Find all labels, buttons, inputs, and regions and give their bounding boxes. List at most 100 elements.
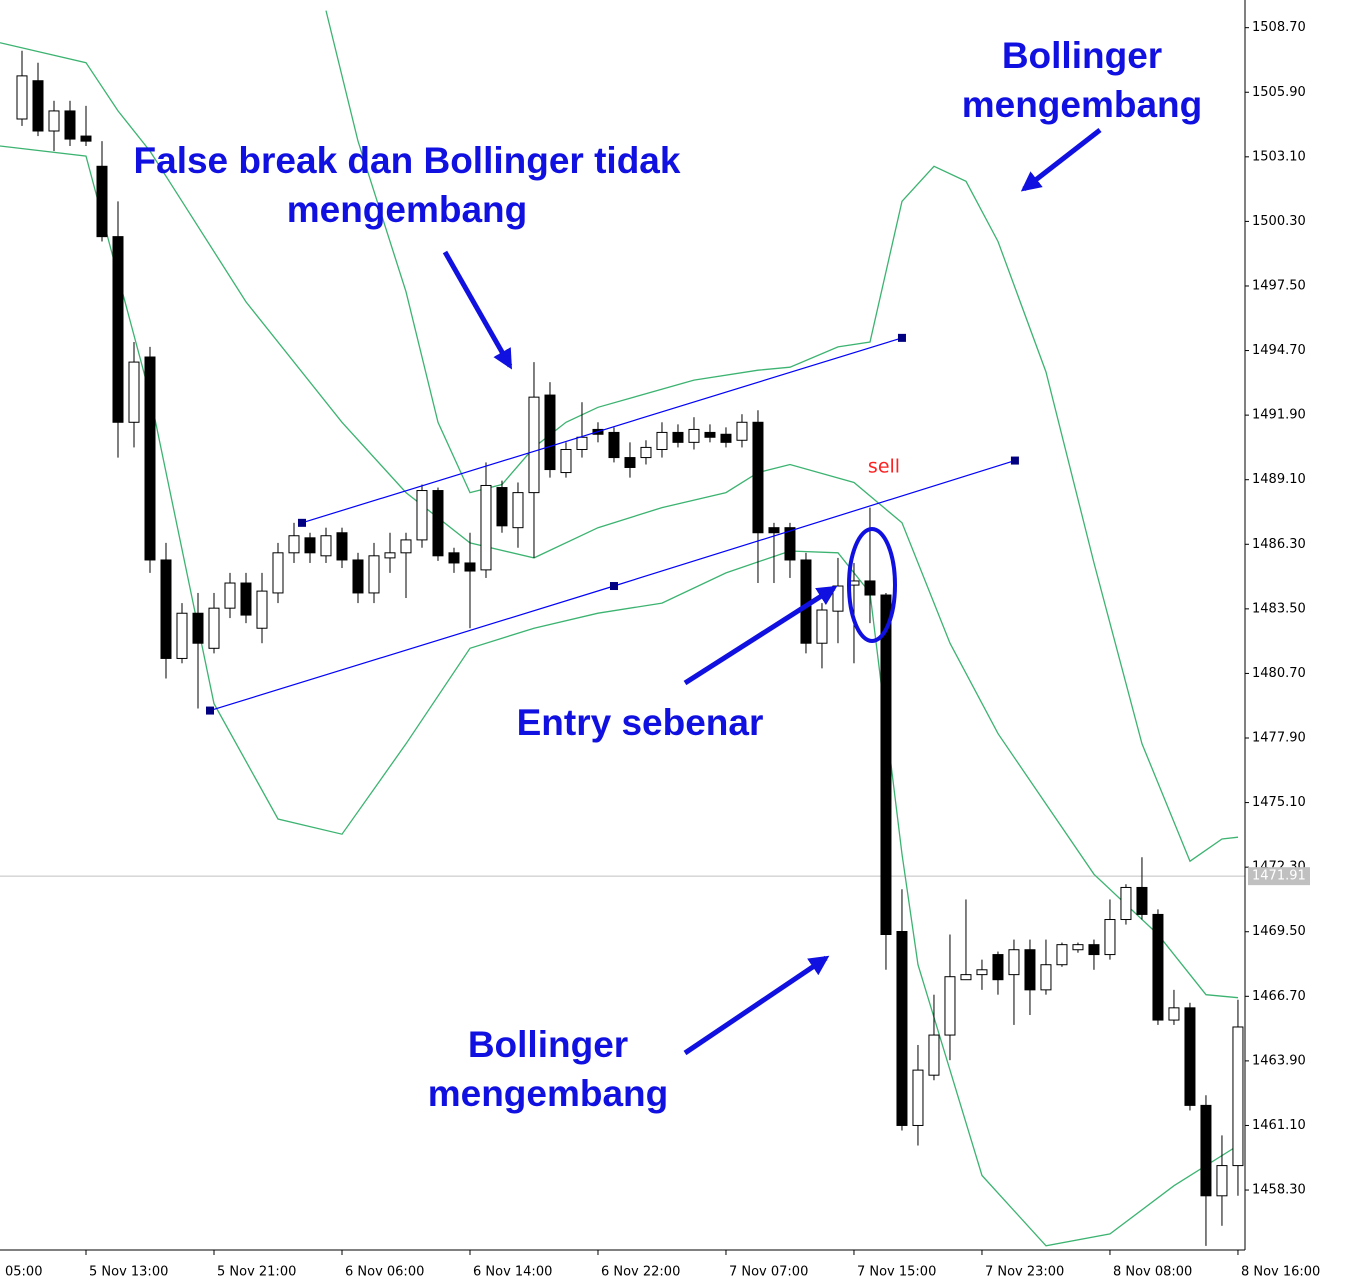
candle-body [128,361,140,423]
bollinger-band [0,42,1239,999]
candle-body [112,236,124,423]
candle-body [288,535,300,554]
candle-body [160,559,172,659]
y-tick-label: 1491.90 [1252,408,1306,423]
candle-body [432,490,444,557]
annotation: mengembang [428,1073,669,1114]
candle-body [240,582,252,616]
candle-body [720,433,732,443]
x-tick-label: 6 Nov 14:00 [473,1265,552,1280]
candle-body [688,428,700,443]
candle-body [384,552,396,559]
candle-body [880,594,892,936]
candle-body [1232,1026,1244,1167]
candle-body [1136,886,1148,915]
candle-body [48,110,60,132]
x-tick-label: 7 Nov 23:00 [985,1265,1064,1280]
candle-body [1088,944,1100,956]
candle-body [64,110,76,140]
trendline-anchor [897,333,906,342]
x-tick-label: 8 Nov 16:00 [1241,1265,1320,1280]
y-tick-label: 1463.90 [1252,1053,1306,1068]
x-tick-label: 8 Nov 08:00 [1113,1265,1192,1280]
y-tick-label: 1483.50 [1252,601,1306,616]
candle-body [304,537,316,554]
candle-body [528,396,540,494]
candle-body [464,562,476,572]
signal-label: sell [868,456,900,478]
candle-body [912,1069,924,1126]
y-tick-label: 1461.10 [1252,1118,1306,1133]
arrow [683,585,838,686]
candle-body [1024,949,1036,991]
candle-body [272,552,284,594]
candle-body [752,421,764,534]
y-tick-label: 1480.70 [1252,666,1306,681]
candle-body [1120,886,1132,921]
candle-body [416,490,428,541]
candle-body [864,580,876,596]
x-tick-label: 6 Nov 06:00 [345,1265,424,1280]
candle-body [672,431,684,443]
annotation: Entry sebenar [517,702,764,743]
x-tick-label: 7 Nov 15:00 [857,1265,936,1280]
candle-body [1216,1165,1228,1197]
x-tick-label: 6 Nov 22:00 [601,1265,680,1280]
annotation: Bollinger [1002,35,1162,76]
candle-body [1200,1104,1212,1197]
arrow [683,955,830,1056]
y-tick-label: 1497.50 [1252,278,1306,293]
candle-body [336,532,348,561]
x-tick-label: 05:00 [5,1265,42,1280]
candle-body [256,590,268,629]
overlay [442,128,1102,1056]
y-tick-label: 1486.30 [1252,537,1306,552]
candle-body [32,80,44,132]
y-tick-label: 1494.70 [1252,343,1306,358]
y-tick-label: 1477.90 [1252,731,1306,746]
candle-body [992,954,1004,981]
trendline-anchor [297,518,306,527]
candle-body [1168,1007,1180,1021]
candle-body [224,582,236,609]
candle-body [400,539,412,554]
y-tick-label: 1469.50 [1252,924,1306,939]
candle-body [1056,944,1068,966]
trendline [301,337,903,524]
candle-body [448,552,460,564]
x-tick-label: 5 Nov 21:00 [217,1265,296,1280]
annotation: Bollinger [468,1024,628,1065]
candle-body [704,431,716,438]
y-tick-label: 1466.70 [1252,989,1306,1004]
y-tick-label: 1489.10 [1252,472,1306,487]
candle-body [1184,1007,1196,1106]
trendline-anchor [205,706,214,715]
bollinger-band [325,10,1239,863]
candle-body [352,559,364,594]
candle-body [656,431,668,450]
candle-body [768,527,780,534]
candle-body [1008,949,1020,976]
candle-body [576,436,588,450]
plot-area [0,10,1245,1247]
candle-body [208,607,220,649]
candle-body [736,421,748,441]
candle-body [1040,964,1052,991]
annotation: mengembang [962,84,1203,125]
candle-body [1104,919,1116,956]
candle-body [896,931,908,1126]
candle-body [544,394,556,471]
current-price-box [1248,867,1310,886]
y-tick-label: 1458.30 [1252,1183,1306,1198]
y-tick-label: 1503.10 [1252,149,1306,164]
annotation: False break dan Bollinger tidak [134,140,681,181]
trendline-anchor [1010,456,1019,465]
candle-body [816,609,828,644]
candle-body [320,535,332,557]
candle-body [192,612,204,644]
candle-body [512,492,524,529]
candle-body [368,555,380,594]
y-tick-label: 1500.30 [1252,214,1306,229]
candle-body [496,487,508,527]
